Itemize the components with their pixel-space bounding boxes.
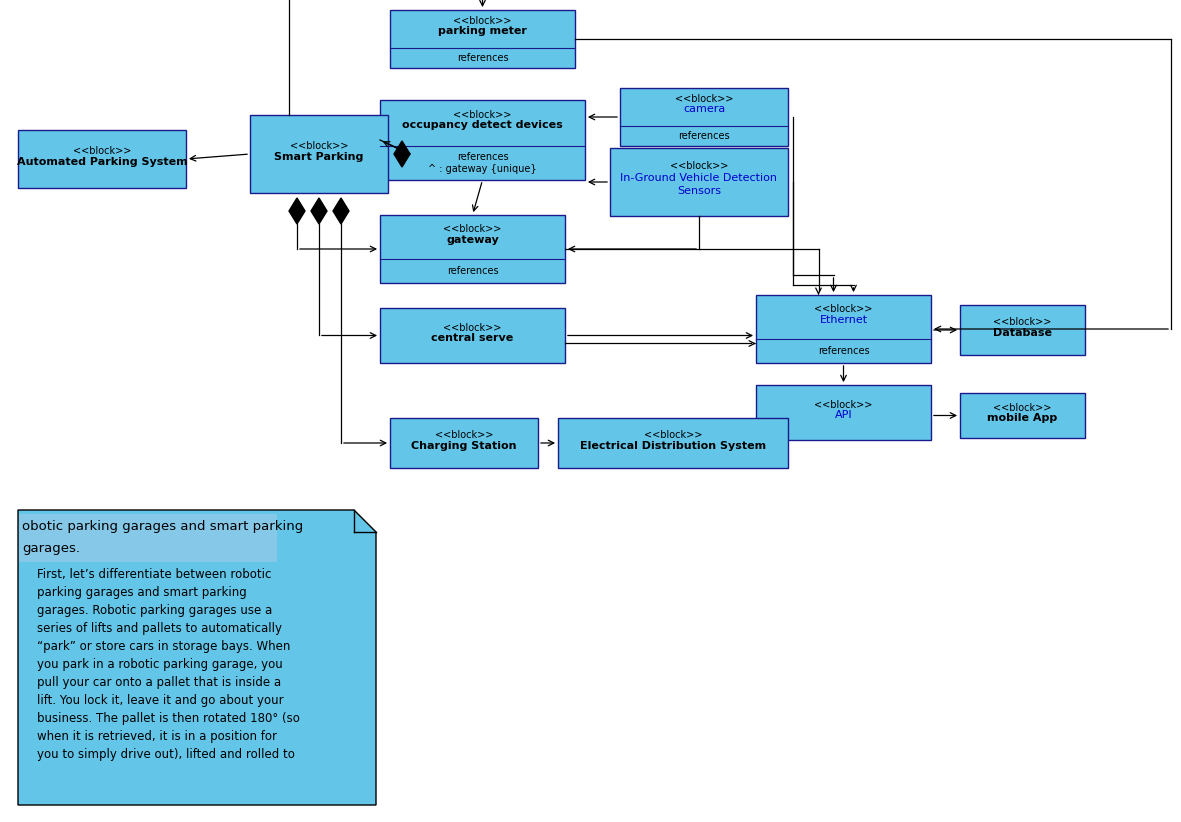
- Text: <<block>>: <<block>>: [443, 224, 502, 234]
- Text: First, let’s differentiate between robotic
    parking garages and smart parking: First, let’s differentiate between robot…: [22, 568, 300, 761]
- Text: <<block>>: <<block>>: [443, 322, 502, 333]
- Text: <<block>>: <<block>>: [644, 430, 703, 440]
- Bar: [620, 88, 788, 146]
- Text: Charging Station: Charging Station: [411, 441, 517, 450]
- Polygon shape: [311, 198, 327, 224]
- Polygon shape: [18, 510, 376, 805]
- Bar: [18, 130, 185, 188]
- Polygon shape: [333, 198, 350, 224]
- Text: In-Ground Vehicle Detection
Sensors: In-Ground Vehicle Detection Sensors: [620, 173, 777, 196]
- Text: gateway: gateway: [446, 235, 498, 245]
- Text: <<block>>: <<block>>: [674, 94, 733, 104]
- Bar: [557, 418, 788, 468]
- Text: <<block>>: <<block>>: [435, 430, 494, 440]
- Text: <<block>>: <<block>>: [289, 141, 348, 151]
- Text: Electrical Distribution System: Electrical Distribution System: [580, 441, 766, 450]
- Bar: [960, 305, 1085, 355]
- Bar: [380, 215, 565, 283]
- Bar: [380, 100, 585, 180]
- Text: references: references: [457, 53, 508, 62]
- Text: references: references: [678, 131, 730, 141]
- Bar: [390, 418, 539, 468]
- Text: <<block>>: <<block>>: [815, 399, 873, 409]
- Text: <<block>>: <<block>>: [454, 110, 511, 120]
- Text: Automated Parking System: Automated Parking System: [17, 157, 188, 167]
- Text: central serve: central serve: [431, 333, 514, 343]
- Text: references: references: [446, 266, 498, 276]
- Text: camera: camera: [683, 104, 725, 114]
- Polygon shape: [394, 141, 410, 167]
- Bar: [611, 148, 788, 216]
- Text: occupancy detect devices: occupancy detect devices: [402, 121, 563, 131]
- Text: garages.: garages.: [22, 542, 80, 555]
- Text: <<block>>: <<block>>: [993, 317, 1052, 327]
- Bar: [390, 10, 575, 68]
- Bar: [756, 295, 931, 363]
- Text: <<block>>: <<block>>: [454, 16, 511, 26]
- Text: <<block>>: <<block>>: [815, 304, 873, 314]
- Text: parking meter: parking meter: [438, 26, 527, 36]
- Text: Database: Database: [993, 328, 1052, 338]
- Polygon shape: [289, 198, 305, 224]
- Text: references
^ : gateway {unique}: references ^ : gateway {unique}: [429, 152, 537, 173]
- Bar: [960, 393, 1085, 438]
- Text: obotic parking garages and smart parking: obotic parking garages and smart parking: [22, 520, 304, 533]
- Bar: [250, 115, 389, 193]
- Text: <<block>>: <<block>>: [73, 146, 131, 156]
- Bar: [19, 514, 276, 562]
- Bar: [380, 308, 565, 363]
- Text: references: references: [817, 346, 869, 356]
- Bar: [756, 385, 931, 440]
- Text: <<block>>: <<block>>: [993, 403, 1052, 413]
- Text: Smart Parking: Smart Parking: [274, 151, 364, 162]
- Text: <<block>>: <<block>>: [670, 161, 729, 171]
- Text: mobile App: mobile App: [987, 413, 1058, 423]
- Text: Ethernet: Ethernet: [820, 315, 868, 325]
- Text: API: API: [835, 410, 853, 420]
